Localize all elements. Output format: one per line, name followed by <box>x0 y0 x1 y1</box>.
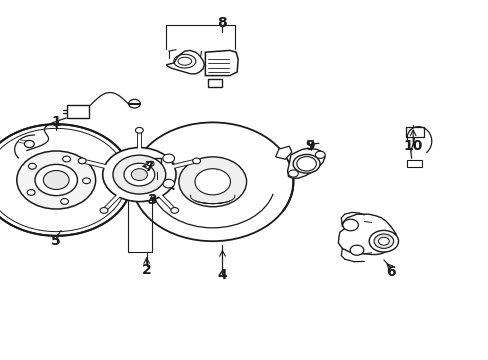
Circle shape <box>131 168 147 180</box>
Polygon shape <box>275 146 291 159</box>
Bar <box>67 105 89 118</box>
Ellipse shape <box>292 154 319 173</box>
Text: 9: 9 <box>305 139 315 153</box>
Text: 4: 4 <box>217 269 227 282</box>
Polygon shape <box>287 148 325 178</box>
Circle shape <box>27 190 35 195</box>
Circle shape <box>132 122 293 241</box>
Circle shape <box>163 154 174 163</box>
Circle shape <box>315 151 325 158</box>
Circle shape <box>378 237 388 245</box>
Text: 7: 7 <box>144 161 154 174</box>
Circle shape <box>24 140 34 148</box>
Circle shape <box>102 148 176 202</box>
Text: 8: 8 <box>217 17 227 30</box>
Polygon shape <box>132 171 160 180</box>
Polygon shape <box>166 50 204 74</box>
Circle shape <box>170 208 178 213</box>
Circle shape <box>17 151 96 209</box>
Circle shape <box>147 161 154 166</box>
Circle shape <box>192 158 200 164</box>
Circle shape <box>28 163 36 169</box>
Polygon shape <box>338 214 396 255</box>
Circle shape <box>78 158 86 164</box>
Bar <box>405 127 424 137</box>
Circle shape <box>342 219 358 231</box>
Bar <box>406 160 421 167</box>
Circle shape <box>0 124 132 236</box>
Circle shape <box>179 157 246 207</box>
Circle shape <box>135 127 143 133</box>
Polygon shape <box>207 79 222 87</box>
Text: 10: 10 <box>403 139 422 153</box>
Circle shape <box>124 163 155 186</box>
Polygon shape <box>205 50 238 76</box>
Circle shape <box>62 156 70 162</box>
Polygon shape <box>131 158 161 171</box>
Text: 1: 1 <box>51 116 61 129</box>
Circle shape <box>35 165 77 195</box>
Text: 5: 5 <box>51 234 61 248</box>
Circle shape <box>113 155 165 194</box>
Circle shape <box>82 178 90 184</box>
Circle shape <box>128 99 140 108</box>
Circle shape <box>61 199 68 204</box>
Circle shape <box>163 179 174 188</box>
Circle shape <box>368 230 398 252</box>
Circle shape <box>373 234 393 248</box>
Circle shape <box>296 157 316 171</box>
Circle shape <box>195 169 230 195</box>
Circle shape <box>349 245 363 255</box>
Circle shape <box>100 208 108 213</box>
Text: 3: 3 <box>146 193 156 207</box>
Circle shape <box>43 171 69 189</box>
Text: 6: 6 <box>386 265 395 279</box>
Circle shape <box>288 170 298 177</box>
Text: 2: 2 <box>142 263 151 277</box>
